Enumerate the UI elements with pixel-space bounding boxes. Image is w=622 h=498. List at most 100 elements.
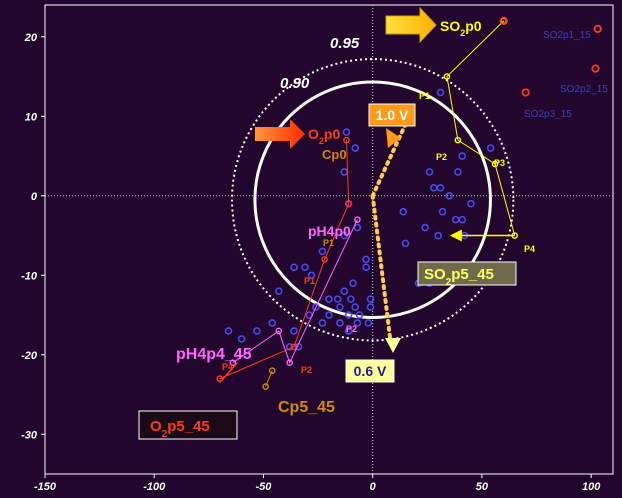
v06-arrowhead-icon [385,338,401,353]
data-point [366,303,375,311]
ph4p0-label: pH4p0 [308,223,351,239]
so2-outlier-point [521,88,530,97]
circle-095-label: 0.95 [330,35,360,52]
series-point-ph4 [275,327,283,335]
data-point [353,223,362,232]
v06-label: 0.6 V [354,363,387,379]
series-point-cp [262,383,269,390]
data-point [325,311,333,319]
so2p1-15-label: SO2p1_15 [543,30,591,41]
data-point [445,191,453,200]
so2p0-arrow-icon [385,6,437,44]
trajectory-series [216,16,602,390]
data-point [301,263,309,272]
circle-095 [231,58,515,342]
ph-p1-label: P1 [323,238,334,248]
o2-p2-label: P2 [301,365,312,375]
data-point [340,168,349,176]
series-point-so2 [491,160,499,168]
series-point-o2 [290,343,298,351]
v10-arrowhead-icon [386,128,401,148]
series-point-ph4 [354,216,361,223]
data-point [347,295,355,303]
x-tick-label: 0 [370,481,377,493]
voltage-line [370,122,408,198]
series-line-so2 [446,20,516,236]
data-point [458,215,467,224]
v10-label: 1.0 V [376,107,409,123]
series-line-ph4 [232,219,358,365]
data-point [237,335,246,343]
ph4p4-45-label: pH4p4_45 [176,346,252,363]
o2p0-arrow-icon [255,119,305,149]
so2-outlier-point [593,24,602,33]
so2-outlier-point [591,64,600,73]
data-point [336,303,344,311]
series-point-o2 [345,200,352,208]
so2p2-15-label: SO2p2_15 [560,84,608,95]
data-point [340,287,349,295]
data-point [401,239,410,248]
data-point [436,184,445,192]
data-point [307,271,316,280]
plot-frame [44,4,614,475]
y-tick-label: 10 [25,111,38,123]
o2p5-arrow [219,362,238,384]
data-point [454,168,462,176]
x-tick-label: 100 [582,481,601,493]
data-point [425,168,434,176]
v06-box [345,359,395,383]
v10-box [368,103,416,127]
data-point [486,144,495,152]
cp5-45-label: Cp5_45 [278,399,335,416]
o2p5-45-box [138,410,238,440]
data-point [362,263,370,272]
so2-outlier-point [499,16,508,25]
data-point [344,327,353,335]
data-point [340,231,349,240]
voltage-arrows [370,122,408,353]
data-point [285,343,294,351]
data-point [312,303,320,311]
x-tick-label: 50 [476,481,489,493]
voltage-line [370,193,393,341]
so2p3-15-label: SO2p3_15 [524,109,572,120]
series-point-ph4 [229,359,237,367]
y-tick-label: -20 [21,350,38,362]
data-point [355,311,364,319]
data-point [366,295,375,303]
o2-p4-label: P4 [222,362,233,372]
so2-p4-label: P4 [524,244,535,254]
x-tick-label: -150 [34,481,57,493]
data-point [333,295,342,303]
o2p5-45-label: O2p5_45 [150,418,210,440]
so2p0-label: SO2p0 [440,18,482,38]
data-point [290,327,298,335]
data-point [399,207,408,216]
circle-090 [253,80,492,320]
data-point [436,88,445,97]
data-point [364,319,373,327]
data-point [430,184,438,192]
series-line-o2 [219,140,350,380]
circle-090-label: 0.90 [280,75,310,92]
data-point [351,144,360,152]
y-tick-label: 20 [24,32,38,44]
so2p5-45-box [417,261,517,286]
data-point [342,128,351,136]
data-point [351,303,360,311]
data-point [438,207,447,216]
data-point [349,279,357,288]
data-point [318,247,327,256]
cp0-label: Cp0 [322,147,347,162]
x-tick-label: -100 [143,481,166,493]
data-point [421,223,429,232]
series-point-o2 [321,256,328,263]
data-point [318,319,327,327]
y-tick-label: 0 [31,191,38,203]
so2-p3-label: P3 [494,158,505,168]
series-point-cp [268,367,276,374]
data-point [290,263,298,272]
